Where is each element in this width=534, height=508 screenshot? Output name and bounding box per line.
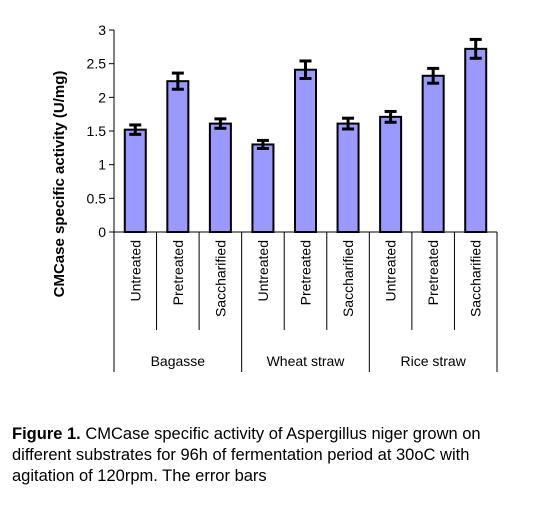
- bar: [294, 68, 317, 233]
- bar: [464, 47, 488, 233]
- figure-caption: Figure 1. CMCase specific activity of As…: [12, 424, 512, 487]
- y-tick-label: 0: [98, 224, 106, 240]
- y-tick-label: 2.5: [87, 56, 107, 72]
- x-tick-label: Saccharified: [468, 240, 484, 317]
- x-tick-label: Saccharified: [212, 240, 228, 317]
- bar-chart: CMCase specific activity (U/mg) 0 0.5 1 1.5…: [51, 22, 498, 372]
- bar: [166, 80, 190, 233]
- bar: [379, 115, 403, 233]
- y-tick-label: 3: [98, 22, 106, 38]
- bar: [123, 128, 147, 233]
- y-tick-label: 1: [98, 157, 106, 173]
- group-label: Rice straw: [400, 353, 466, 369]
- caption-label: Figure 1.: [12, 425, 81, 443]
- bar: [336, 122, 360, 233]
- group-label: Bagasse: [151, 353, 206, 369]
- y-tick-label: 1.5: [87, 123, 107, 139]
- y-tick-label: 0.5: [87, 190, 107, 206]
- x-tick-label: Untreated: [127, 240, 143, 301]
- bar: [251, 143, 275, 233]
- x-tick-label: Untreated: [255, 240, 271, 301]
- y-axis-label: CMCase specific activity (U/mg): [51, 71, 68, 298]
- x-tick-label: Saccharified: [340, 240, 356, 317]
- x-tick-label: Pretreated: [425, 240, 441, 305]
- caption-text: CMCase specific activity of Aspergillus …: [12, 425, 481, 485]
- x-tick-label: Pretreated: [170, 240, 186, 305]
- y-tick-label: 2: [98, 89, 106, 105]
- x-tick-label: Untreated: [383, 240, 399, 301]
- group-label: Wheat straw: [267, 353, 346, 369]
- bar: [421, 74, 445, 233]
- bar: [208, 122, 232, 233]
- x-tick-label: Pretreated: [298, 240, 314, 305]
